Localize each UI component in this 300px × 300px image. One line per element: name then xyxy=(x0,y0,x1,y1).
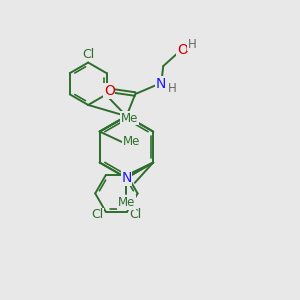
Text: Me: Me xyxy=(121,112,138,125)
Text: Cl: Cl xyxy=(129,208,141,221)
Text: Cl: Cl xyxy=(82,48,94,61)
Text: O: O xyxy=(104,84,115,98)
Text: H: H xyxy=(188,38,197,50)
Text: Me: Me xyxy=(118,196,135,209)
Text: O: O xyxy=(177,43,188,57)
Text: Cl: Cl xyxy=(92,208,104,221)
Text: N: N xyxy=(121,171,132,185)
Text: N: N xyxy=(156,77,166,91)
Text: N: N xyxy=(121,171,132,185)
Text: H: H xyxy=(168,82,176,95)
Text: Me: Me xyxy=(122,135,140,148)
